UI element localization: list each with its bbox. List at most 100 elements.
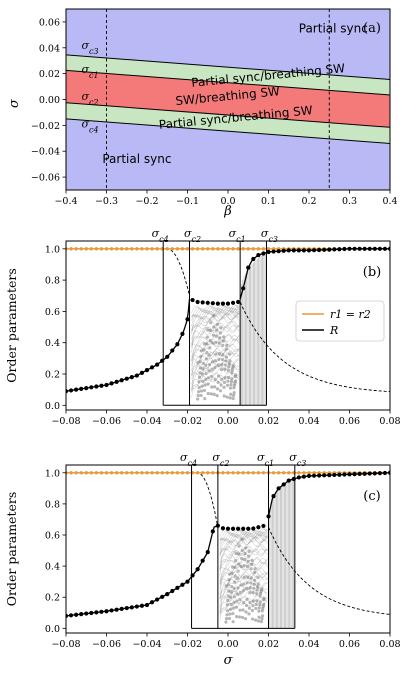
- sample-dot: [258, 603, 262, 607]
- series-R-point: [327, 473, 332, 478]
- critical-label: σc1: [257, 451, 274, 468]
- trajectory: [191, 359, 240, 376]
- sample-dot: [220, 362, 224, 367]
- series-R-point: [281, 482, 286, 487]
- series-R-point: [185, 317, 190, 322]
- series-R-point: [139, 370, 145, 375]
- series-R-point: [230, 526, 236, 531]
- sample-dot: [216, 363, 221, 367]
- series-R-point: [119, 606, 124, 611]
- series-r1-r2-point: [241, 247, 245, 251]
- sample-dot: [226, 379, 230, 383]
- sample-dot: [202, 342, 206, 346]
- x-tick-label: 0.3: [342, 196, 357, 207]
- series-r1-r2-point: [211, 247, 215, 251]
- sample-dot: [256, 582, 260, 586]
- series-r1-r2-point: [175, 471, 180, 475]
- sample-dot: [231, 364, 235, 368]
- sample-dot: [219, 383, 223, 387]
- sample-dot: [251, 599, 256, 603]
- series-R-point: [352, 246, 357, 251]
- sample-dot: [208, 328, 212, 333]
- panel-label: (a): [363, 21, 381, 36]
- x-tick-label: −0.4: [54, 196, 77, 207]
- series-r1-r2-point: [145, 247, 149, 251]
- series-R-point: [155, 362, 160, 367]
- series-R-point: [261, 523, 266, 529]
- series-R-point: [129, 375, 134, 380]
- series-R-point: [170, 348, 175, 353]
- sample-dot: [227, 365, 231, 369]
- trajectory: [191, 338, 240, 358]
- sample-dot: [210, 367, 214, 371]
- series-r1-r2-point: [236, 247, 240, 251]
- sample-dot: [250, 608, 255, 613]
- sample-dot: [262, 602, 266, 606]
- series-r1-r2-point: [99, 247, 104, 251]
- x-tick-label: −0.02: [173, 416, 202, 427]
- y-axis-label: Order parameters: [4, 492, 19, 607]
- series-R-line: [66, 525, 219, 617]
- series-R-point: [286, 248, 291, 253]
- trajectory: [191, 324, 240, 347]
- series-R-point: [327, 247, 332, 252]
- series-R-point: [306, 473, 312, 478]
- trajectory: [191, 339, 240, 361]
- unstable-branch: [66, 248, 190, 296]
- series-R-point: [124, 606, 129, 611]
- trajectory: [191, 305, 240, 317]
- series-R-point: [382, 246, 388, 251]
- sample-dot: [257, 609, 261, 613]
- x-tick-label: 0.08: [379, 416, 400, 427]
- y-tick-label: 0.6: [45, 531, 60, 542]
- sample-dot: [199, 393, 203, 398]
- plot-area: [66, 465, 390, 629]
- series-R-point: [367, 246, 372, 251]
- trajectory: [219, 534, 268, 558]
- sample-dot: [260, 617, 264, 621]
- sample-dot: [232, 601, 236, 605]
- sample-dot: [248, 586, 252, 590]
- sample-dot: [246, 575, 250, 579]
- x-tick-label: 0.02: [258, 416, 279, 427]
- series-R-point: [68, 388, 74, 393]
- series-R-point: [66, 613, 69, 618]
- region-1: [66, 54, 390, 95]
- sample-dot: [262, 596, 266, 600]
- trajectory: [191, 307, 240, 327]
- sample-dot: [231, 611, 235, 616]
- sample-dot: [228, 352, 232, 356]
- sample-dot: [230, 377, 234, 381]
- sample-dot: [224, 347, 228, 351]
- series-r1-r2-point: [155, 471, 159, 475]
- sample-dot: [229, 379, 234, 384]
- series-R-point: [322, 247, 327, 252]
- series-R-point: [347, 472, 352, 477]
- sample-dot: [232, 386, 236, 390]
- trajectory: [191, 320, 240, 353]
- plot-frame: [65, 8, 391, 191]
- sample-dot: [196, 361, 200, 365]
- series-R-point: [241, 286, 246, 291]
- sample-dot: [217, 357, 221, 362]
- series-R-point: [205, 550, 210, 555]
- sample-dot: [202, 388, 207, 393]
- sample-dot: [222, 385, 226, 389]
- sample-dot: [206, 382, 210, 386]
- sample-dot: [201, 361, 206, 365]
- x-axis-label: β: [223, 204, 232, 219]
- sample-dot: [244, 546, 248, 550]
- critical-label: σc4: [180, 451, 197, 468]
- y-tick-label: 0.2: [45, 370, 60, 381]
- sample-dot: [230, 371, 234, 375]
- series-r1-r2-point: [302, 471, 306, 475]
- series-R-point: [119, 378, 124, 383]
- sample-dot: [227, 583, 231, 587]
- sample-dot: [247, 606, 252, 610]
- y-tick-label: 0.0: [45, 624, 60, 635]
- sample-dot: [237, 562, 241, 566]
- sample-dot: [199, 354, 203, 358]
- trajectory: [219, 544, 268, 576]
- series-r1-r2-point: [119, 247, 124, 251]
- series-r1-r2-point: [155, 247, 159, 251]
